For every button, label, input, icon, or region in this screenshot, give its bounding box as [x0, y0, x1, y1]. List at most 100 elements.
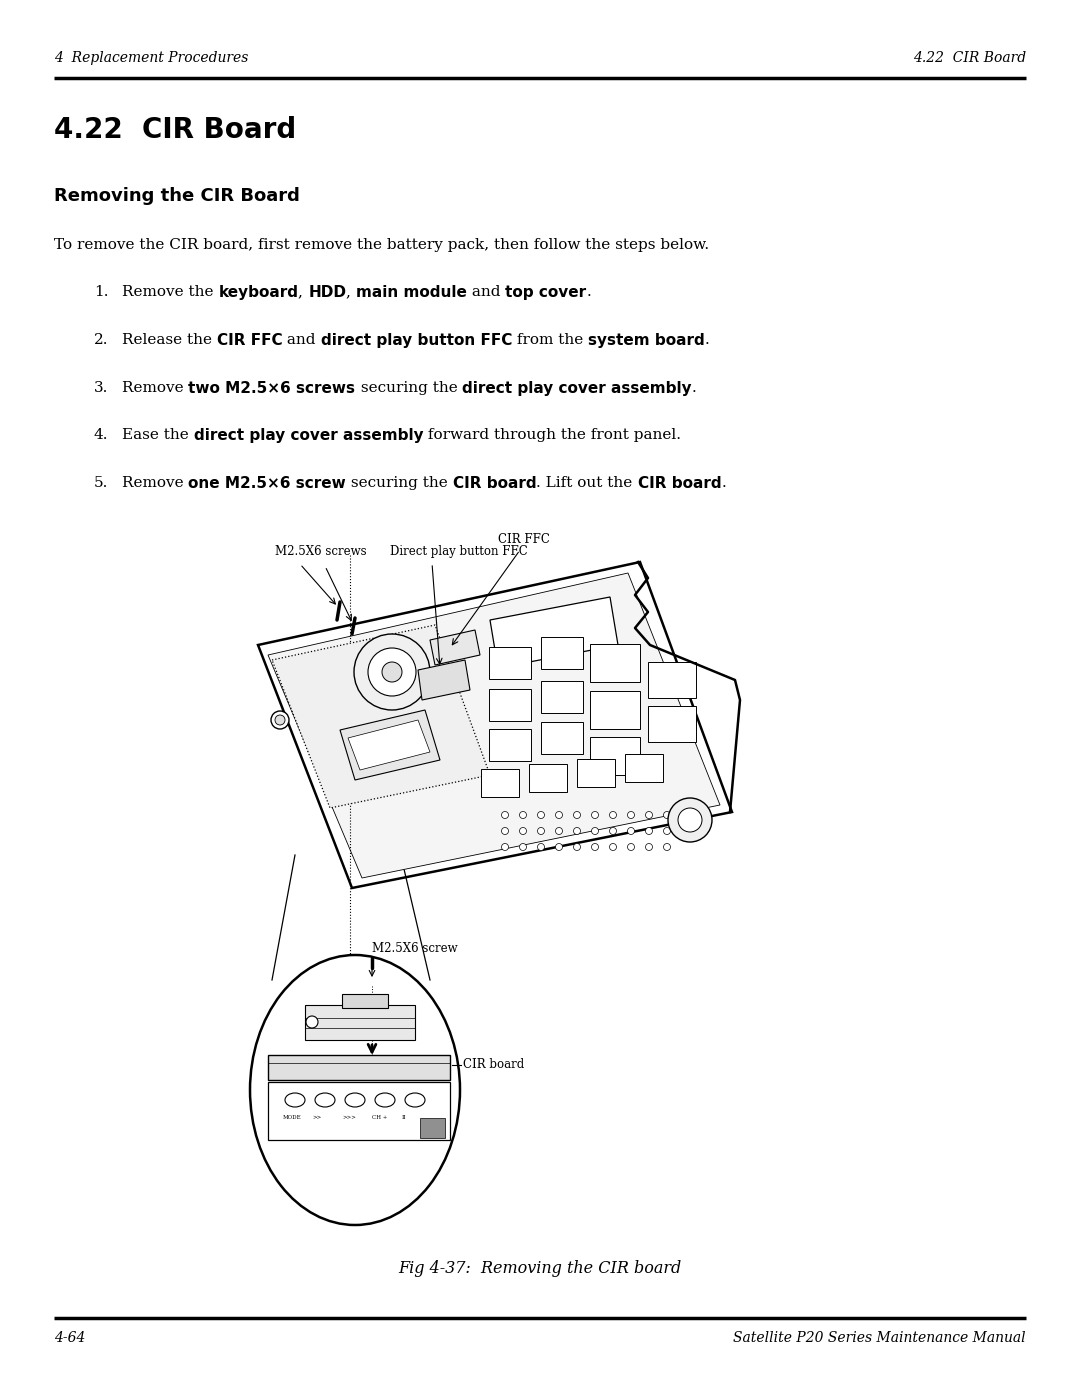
Polygon shape [648, 705, 696, 742]
Text: Remove the: Remove the [122, 285, 218, 299]
Text: CIR board: CIR board [453, 476, 537, 490]
Polygon shape [268, 1083, 450, 1140]
Circle shape [519, 844, 527, 851]
Polygon shape [541, 722, 583, 754]
Circle shape [663, 812, 671, 819]
Text: 5.: 5. [94, 476, 108, 490]
Circle shape [354, 634, 430, 710]
Circle shape [592, 827, 598, 834]
Text: 4  Replacement Procedures: 4 Replacement Procedures [54, 52, 248, 66]
Text: keyboard: keyboard [218, 285, 298, 300]
Text: ,: , [298, 285, 308, 299]
Polygon shape [481, 768, 519, 798]
Text: 1.: 1. [94, 285, 108, 299]
Circle shape [573, 844, 581, 851]
Circle shape [609, 844, 617, 851]
Circle shape [271, 711, 289, 729]
Text: To remove the CIR board, first remove the battery pack, then follow the steps be: To remove the CIR board, first remove th… [54, 237, 710, 251]
Text: MODE: MODE [283, 1115, 301, 1120]
Circle shape [555, 812, 563, 819]
Text: securing the: securing the [347, 476, 453, 490]
Ellipse shape [315, 1092, 335, 1106]
Polygon shape [529, 764, 567, 792]
Text: and: and [283, 332, 321, 346]
Circle shape [538, 844, 544, 851]
Polygon shape [420, 1118, 445, 1139]
Text: Fig 4-37:  Removing the CIR board: Fig 4-37: Removing the CIR board [399, 1260, 681, 1277]
Circle shape [368, 648, 416, 696]
Text: 4.22  CIR Board: 4.22 CIR Board [913, 52, 1026, 66]
Circle shape [627, 827, 635, 834]
Circle shape [592, 812, 598, 819]
Text: from the: from the [512, 332, 589, 346]
Text: .: . [705, 332, 710, 346]
Polygon shape [258, 562, 732, 888]
Ellipse shape [345, 1092, 365, 1106]
Polygon shape [648, 662, 696, 698]
Text: 3.: 3. [94, 381, 108, 395]
Circle shape [663, 827, 671, 834]
Polygon shape [490, 597, 618, 668]
Text: Ease the: Ease the [122, 427, 193, 441]
Polygon shape [268, 1055, 450, 1080]
Polygon shape [625, 754, 663, 782]
Polygon shape [430, 630, 480, 665]
Polygon shape [418, 659, 470, 700]
Text: CIR board: CIR board [637, 476, 721, 490]
Text: direct play cover assembly: direct play cover assembly [193, 427, 423, 443]
Circle shape [609, 812, 617, 819]
Ellipse shape [375, 1092, 395, 1106]
Circle shape [555, 827, 563, 834]
Ellipse shape [285, 1092, 305, 1106]
Ellipse shape [405, 1092, 426, 1106]
Text: Satellite P20 Series Maintenance Manual: Satellite P20 Series Maintenance Manual [733, 1331, 1026, 1345]
Text: direct play cover assembly: direct play cover assembly [462, 381, 692, 395]
Polygon shape [489, 729, 531, 761]
Polygon shape [590, 644, 640, 682]
Text: one M2.5×6 screw: one M2.5×6 screw [189, 476, 347, 490]
Text: Remove: Remove [122, 476, 189, 490]
Text: .: . [721, 476, 726, 490]
Text: Direct play button FFC: Direct play button FFC [390, 545, 528, 557]
Text: .: . [692, 381, 697, 395]
Polygon shape [541, 637, 583, 669]
Ellipse shape [249, 956, 460, 1225]
Polygon shape [342, 995, 388, 1009]
Polygon shape [268, 573, 720, 877]
Text: 4-64: 4-64 [54, 1331, 85, 1345]
Circle shape [306, 1016, 318, 1028]
Circle shape [678, 807, 702, 833]
Circle shape [382, 662, 402, 682]
Text: II: II [402, 1115, 406, 1120]
Circle shape [592, 844, 598, 851]
Circle shape [501, 827, 509, 834]
Polygon shape [577, 759, 615, 787]
Text: system board: system board [589, 332, 705, 348]
Text: Remove: Remove [122, 381, 189, 395]
Polygon shape [348, 719, 430, 770]
Circle shape [663, 844, 671, 851]
Text: CIR FFC: CIR FFC [217, 332, 283, 348]
Text: 4.: 4. [94, 427, 108, 441]
Polygon shape [590, 738, 640, 775]
Text: . Lift out the: . Lift out the [537, 476, 637, 490]
Text: and: and [467, 285, 505, 299]
Text: Removing the CIR Board: Removing the CIR Board [54, 187, 300, 205]
Text: forward through the front panel.: forward through the front panel. [423, 427, 681, 441]
Circle shape [646, 844, 652, 851]
Circle shape [609, 827, 617, 834]
Text: Release the: Release the [122, 332, 217, 346]
Polygon shape [541, 680, 583, 712]
Circle shape [519, 827, 527, 834]
Text: >>>: >>> [342, 1115, 356, 1120]
Text: M2.5X6 screw: M2.5X6 screw [372, 942, 458, 956]
Circle shape [627, 812, 635, 819]
Circle shape [538, 827, 544, 834]
Circle shape [646, 827, 652, 834]
Text: securing the: securing the [355, 381, 462, 395]
Text: >>: >> [312, 1115, 321, 1120]
Circle shape [538, 812, 544, 819]
Circle shape [501, 844, 509, 851]
Text: ,: , [346, 285, 356, 299]
Polygon shape [590, 692, 640, 729]
